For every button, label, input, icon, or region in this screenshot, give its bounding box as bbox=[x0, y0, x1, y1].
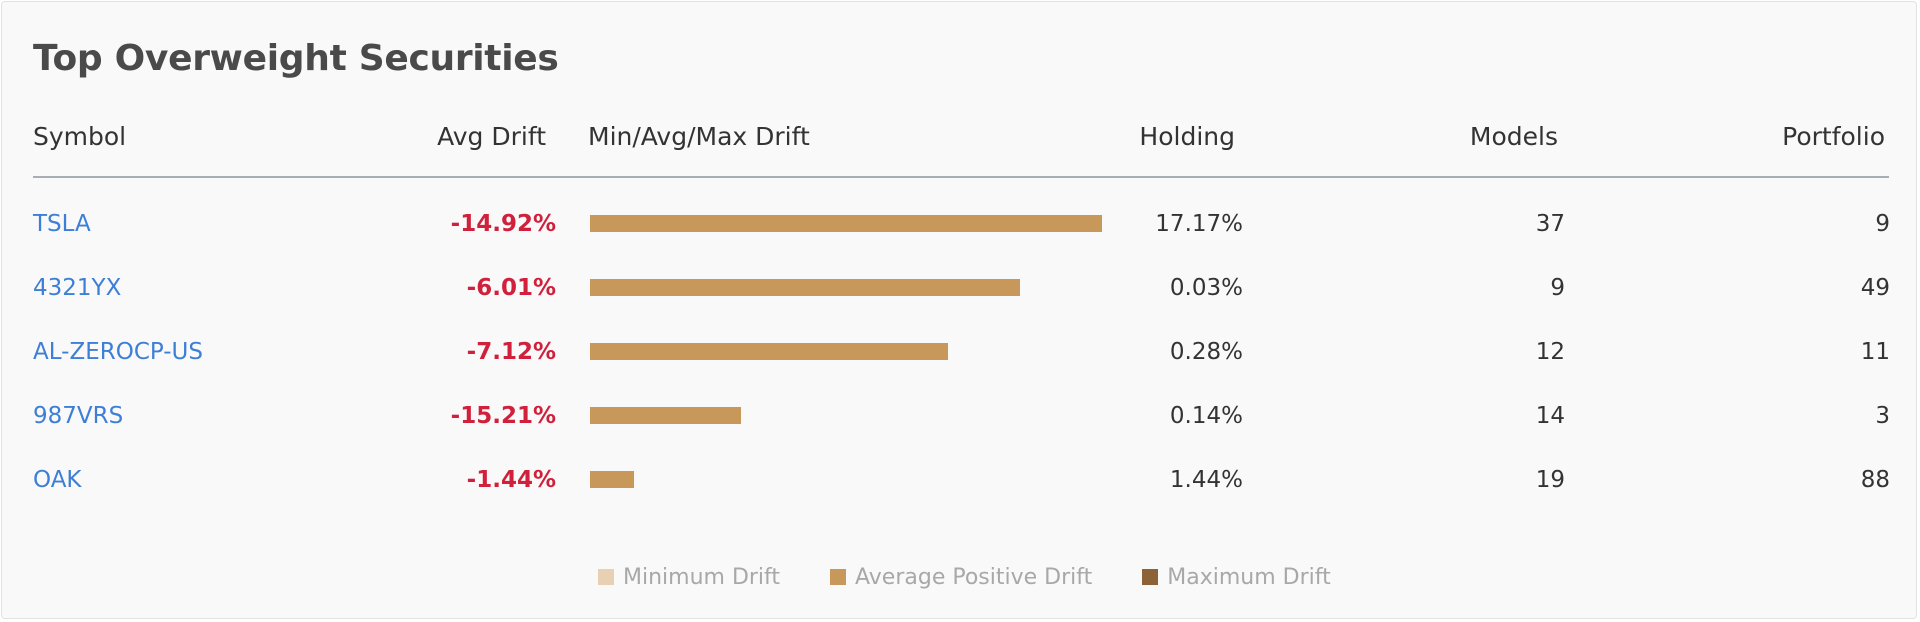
avg-drift-bar bbox=[590, 471, 634, 488]
avg-drift-bar bbox=[590, 407, 741, 424]
legend-item-minimum-drift[interactable]: Minimum Drift bbox=[598, 565, 780, 590]
table-row: 987VRS -15.21% 0.14% 14 3 bbox=[2, 384, 1920, 448]
portfolio-count: 3 bbox=[1875, 403, 1890, 429]
drift-bar-track bbox=[590, 279, 1102, 296]
card-title: Top Overweight Securities bbox=[33, 38, 559, 79]
symbol-link[interactable]: OAK bbox=[33, 467, 82, 493]
holding-value: 0.28% bbox=[1169, 339, 1243, 365]
column-header-symbol: Symbol bbox=[33, 122, 127, 151]
models-count: 19 bbox=[1535, 467, 1565, 493]
column-header-min-avg-max-drift: Min/Avg/Max Drift bbox=[588, 122, 810, 151]
portfolio-count: 9 bbox=[1875, 211, 1890, 237]
avg-drift-bar bbox=[590, 343, 948, 360]
avg-drift-bar bbox=[590, 215, 1102, 232]
symbol-link[interactable]: 4321YX bbox=[33, 275, 122, 301]
legend-swatch bbox=[830, 569, 847, 585]
legend-swatch bbox=[1142, 569, 1159, 585]
column-header-avg-drift: Avg Drift bbox=[437, 122, 546, 151]
holding-value: 1.44% bbox=[1169, 467, 1243, 493]
avg-drift-bar bbox=[590, 279, 1020, 296]
holding-value: 0.03% bbox=[1169, 275, 1243, 301]
models-count: 9 bbox=[1550, 275, 1565, 301]
symbol-link[interactable]: AL-ZEROCP-US bbox=[33, 339, 203, 365]
table-row: OAK -1.44% 1.44% 19 88 bbox=[2, 448, 1920, 512]
drift-bar-track bbox=[590, 215, 1102, 232]
symbol-link[interactable]: TSLA bbox=[33, 211, 91, 237]
table-row: 4321YX -6.01% 0.03% 9 49 bbox=[2, 256, 1920, 320]
column-header-models: Models bbox=[1469, 122, 1558, 151]
drift-bar-track bbox=[590, 471, 1102, 488]
avg-drift-value: -6.01% bbox=[466, 275, 556, 301]
legend-label: Minimum Drift bbox=[623, 564, 781, 590]
avg-drift-value: -14.92% bbox=[450, 211, 556, 237]
portfolio-count: 49 bbox=[1860, 275, 1890, 301]
holding-value: 17.17% bbox=[1155, 211, 1243, 237]
models-count: 37 bbox=[1535, 211, 1565, 237]
legend-swatch bbox=[598, 569, 614, 585]
column-header-portfolio: Portfolio bbox=[1782, 122, 1885, 151]
avg-drift-value: -15.21% bbox=[450, 403, 556, 429]
header-divider bbox=[33, 176, 1889, 178]
models-count: 14 bbox=[1535, 403, 1565, 429]
column-header-holding: Holding bbox=[1139, 122, 1235, 151]
symbol-link[interactable]: 987VRS bbox=[33, 403, 124, 429]
legend-item-maximum-drift[interactable]: Maximum Drift bbox=[1142, 564, 1331, 590]
avg-drift-value: -1.44% bbox=[466, 467, 556, 493]
drift-bar-track bbox=[590, 407, 1102, 424]
legend-label: Average Positive Drift bbox=[855, 564, 1093, 590]
chart-legend: Minimum Drift Average Positive Drift Max… bbox=[598, 562, 1331, 592]
portfolio-count: 11 bbox=[1860, 339, 1890, 365]
table-row: AL-ZEROCP-US -7.12% 0.28% 12 11 bbox=[2, 320, 1920, 384]
legend-item-average-positive-drift[interactable]: Average Positive Drift bbox=[830, 565, 1092, 590]
legend-label: Maximum Drift bbox=[1167, 564, 1331, 590]
holding-value: 0.14% bbox=[1169, 403, 1243, 429]
drift-bar-track bbox=[590, 343, 1102, 360]
avg-drift-value: -7.12% bbox=[466, 339, 556, 365]
models-count: 12 bbox=[1535, 339, 1565, 365]
table-row: TSLA -14.92% 17.17% 37 9 bbox=[2, 192, 1920, 256]
portfolio-count: 88 bbox=[1860, 467, 1890, 493]
